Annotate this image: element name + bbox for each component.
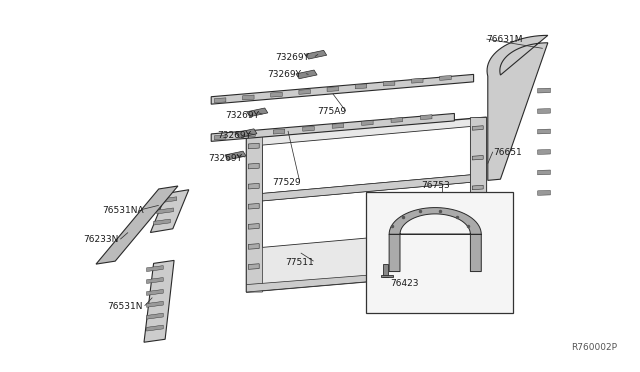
Polygon shape — [160, 197, 177, 203]
Text: 77511: 77511 — [285, 258, 314, 267]
Polygon shape — [147, 278, 163, 283]
Polygon shape — [383, 81, 395, 86]
Polygon shape — [248, 224, 259, 229]
Polygon shape — [96, 186, 178, 264]
Polygon shape — [225, 151, 246, 160]
Polygon shape — [440, 76, 451, 80]
Polygon shape — [299, 89, 310, 94]
Polygon shape — [243, 95, 254, 100]
Text: 73269Y: 73269Y — [218, 131, 252, 140]
Polygon shape — [248, 244, 259, 249]
Polygon shape — [147, 301, 163, 307]
Text: 775A9: 775A9 — [317, 107, 346, 116]
Polygon shape — [246, 136, 262, 292]
Polygon shape — [383, 264, 388, 277]
Polygon shape — [391, 118, 403, 122]
Text: 73269Y: 73269Y — [225, 111, 259, 120]
Text: 77529: 77529 — [272, 178, 301, 187]
Polygon shape — [472, 245, 483, 249]
Polygon shape — [306, 50, 326, 59]
Text: 73269Y: 73269Y — [268, 70, 301, 79]
Polygon shape — [381, 275, 393, 277]
Polygon shape — [147, 325, 163, 331]
Bar — [366, 192, 513, 313]
Polygon shape — [247, 108, 268, 117]
Polygon shape — [303, 126, 314, 131]
Polygon shape — [248, 264, 259, 269]
Text: 76531N: 76531N — [108, 302, 143, 311]
Polygon shape — [147, 313, 163, 319]
Polygon shape — [472, 126, 483, 130]
Polygon shape — [248, 203, 259, 209]
Text: 76753: 76753 — [421, 182, 450, 190]
Text: 76423: 76423 — [390, 279, 419, 288]
Polygon shape — [296, 70, 317, 79]
Polygon shape — [147, 289, 163, 295]
Polygon shape — [389, 208, 481, 272]
Polygon shape — [362, 121, 373, 125]
Polygon shape — [472, 155, 483, 160]
Polygon shape — [273, 129, 285, 134]
Text: 73269Y: 73269Y — [208, 154, 242, 163]
Text: 76531NA: 76531NA — [102, 206, 144, 215]
Polygon shape — [211, 113, 454, 141]
Polygon shape — [538, 150, 550, 154]
Polygon shape — [538, 129, 550, 134]
Polygon shape — [538, 109, 550, 113]
Polygon shape — [538, 88, 550, 93]
Text: 76631M: 76631M — [486, 35, 523, 44]
Polygon shape — [214, 98, 226, 103]
Polygon shape — [472, 215, 483, 219]
Polygon shape — [538, 190, 550, 195]
Polygon shape — [332, 124, 344, 128]
Text: R760002P: R760002P — [572, 343, 618, 352]
Polygon shape — [157, 208, 173, 214]
Polygon shape — [154, 219, 170, 225]
Polygon shape — [327, 87, 339, 92]
Polygon shape — [420, 115, 432, 119]
Polygon shape — [236, 129, 257, 138]
Polygon shape — [271, 92, 282, 97]
Polygon shape — [246, 117, 486, 292]
Polygon shape — [147, 266, 163, 272]
Text: 73269Y: 73269Y — [275, 53, 309, 62]
Polygon shape — [470, 117, 486, 272]
Text: 76651: 76651 — [493, 148, 522, 157]
Polygon shape — [144, 260, 174, 342]
Polygon shape — [248, 163, 259, 169]
Polygon shape — [262, 126, 470, 193]
Polygon shape — [248, 143, 259, 149]
Polygon shape — [214, 135, 226, 140]
Polygon shape — [355, 84, 367, 89]
Polygon shape — [487, 35, 548, 180]
Polygon shape — [150, 190, 189, 232]
Polygon shape — [538, 170, 550, 175]
Polygon shape — [211, 74, 474, 104]
Polygon shape — [472, 185, 483, 190]
Polygon shape — [244, 132, 255, 137]
Polygon shape — [412, 78, 423, 83]
Polygon shape — [248, 183, 259, 189]
Polygon shape — [262, 182, 470, 247]
Text: 76233N: 76233N — [83, 235, 118, 244]
Polygon shape — [262, 175, 470, 201]
Polygon shape — [246, 266, 486, 292]
